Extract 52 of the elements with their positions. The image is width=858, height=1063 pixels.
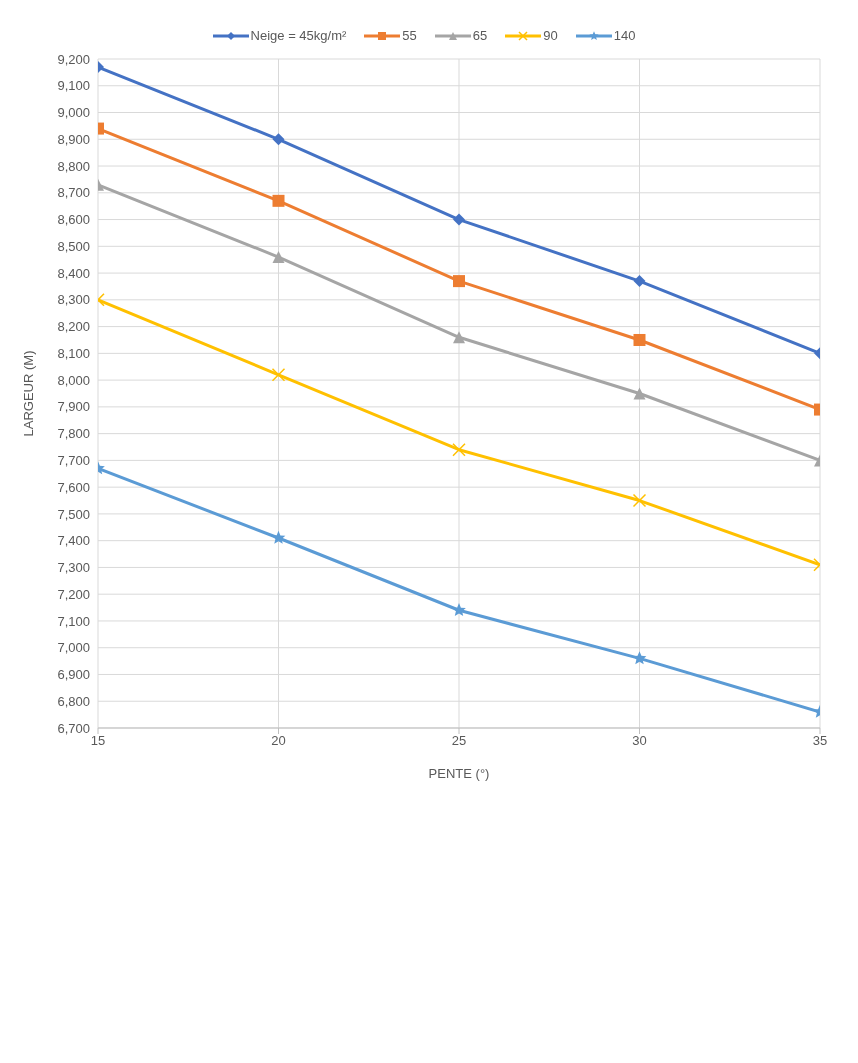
y-tick-label: 7,500 (57, 506, 90, 522)
y-tick-label: 7,800 (57, 426, 90, 442)
legend-label: 55 (401, 28, 417, 43)
y-tick-label: 7,400 (57, 533, 90, 549)
y-tick-label: 7,700 (57, 453, 90, 469)
y-tick-label: 6,900 (57, 667, 90, 683)
point (453, 275, 465, 288)
x-tick-label: 25 (451, 733, 467, 749)
x-tick-label: 15 (90, 733, 106, 749)
point (632, 493, 647, 508)
y-tick-label: 7,100 (57, 613, 90, 629)
point (452, 603, 466, 617)
legend-label: 140 (612, 28, 636, 43)
y-tick-label: 9,100 (57, 78, 90, 94)
point (271, 368, 286, 382)
point (633, 333, 646, 346)
point (452, 442, 466, 457)
point (453, 331, 465, 344)
y-tick-label: 8,000 (57, 372, 90, 388)
point (272, 133, 285, 146)
y-tick-label: 8,600 (57, 212, 90, 228)
y-axis-title: LARGEUR (M) (20, 350, 36, 437)
y-tick-label: 8,100 (57, 345, 90, 361)
point (453, 213, 465, 226)
y-tick-label: 7,600 (57, 479, 90, 495)
y-tick-label: 7,000 (57, 640, 90, 656)
point (272, 194, 285, 207)
legend-label: Neige = 45kg/m² (249, 28, 347, 43)
y-tick-label: 7,200 (57, 586, 90, 602)
y-tick-label: 8,500 (57, 238, 90, 254)
y-tick-label: 8,300 (57, 292, 90, 308)
legend-label: 90 (542, 28, 558, 43)
legend-label: 65 (471, 28, 488, 43)
y-tick-label: 7,900 (57, 399, 90, 415)
x-tick-label: 30 (632, 733, 647, 749)
point (633, 275, 646, 288)
y-tick-label: 8,700 (57, 185, 90, 201)
x-axis-title: PENTE (°) (428, 766, 490, 781)
y-tick-label: 9,200 (57, 51, 90, 67)
y-tick-label: 8,800 (57, 158, 90, 174)
point (633, 387, 646, 400)
point (272, 251, 285, 264)
x-tick-label: 35 (812, 733, 828, 749)
y-tick-label: 8,400 (57, 265, 90, 281)
y-tick-label: 6,700 (57, 720, 90, 736)
y-tick-label: 9,000 (57, 105, 90, 121)
x-tick-label: 20 (271, 733, 286, 749)
y-tick-label: 7,300 (57, 560, 90, 576)
y-tick-label: 8,900 (57, 131, 90, 147)
y-tick-label: 6,800 (57, 693, 90, 709)
point (271, 530, 286, 544)
y-tick-label: 8,200 (57, 319, 90, 335)
